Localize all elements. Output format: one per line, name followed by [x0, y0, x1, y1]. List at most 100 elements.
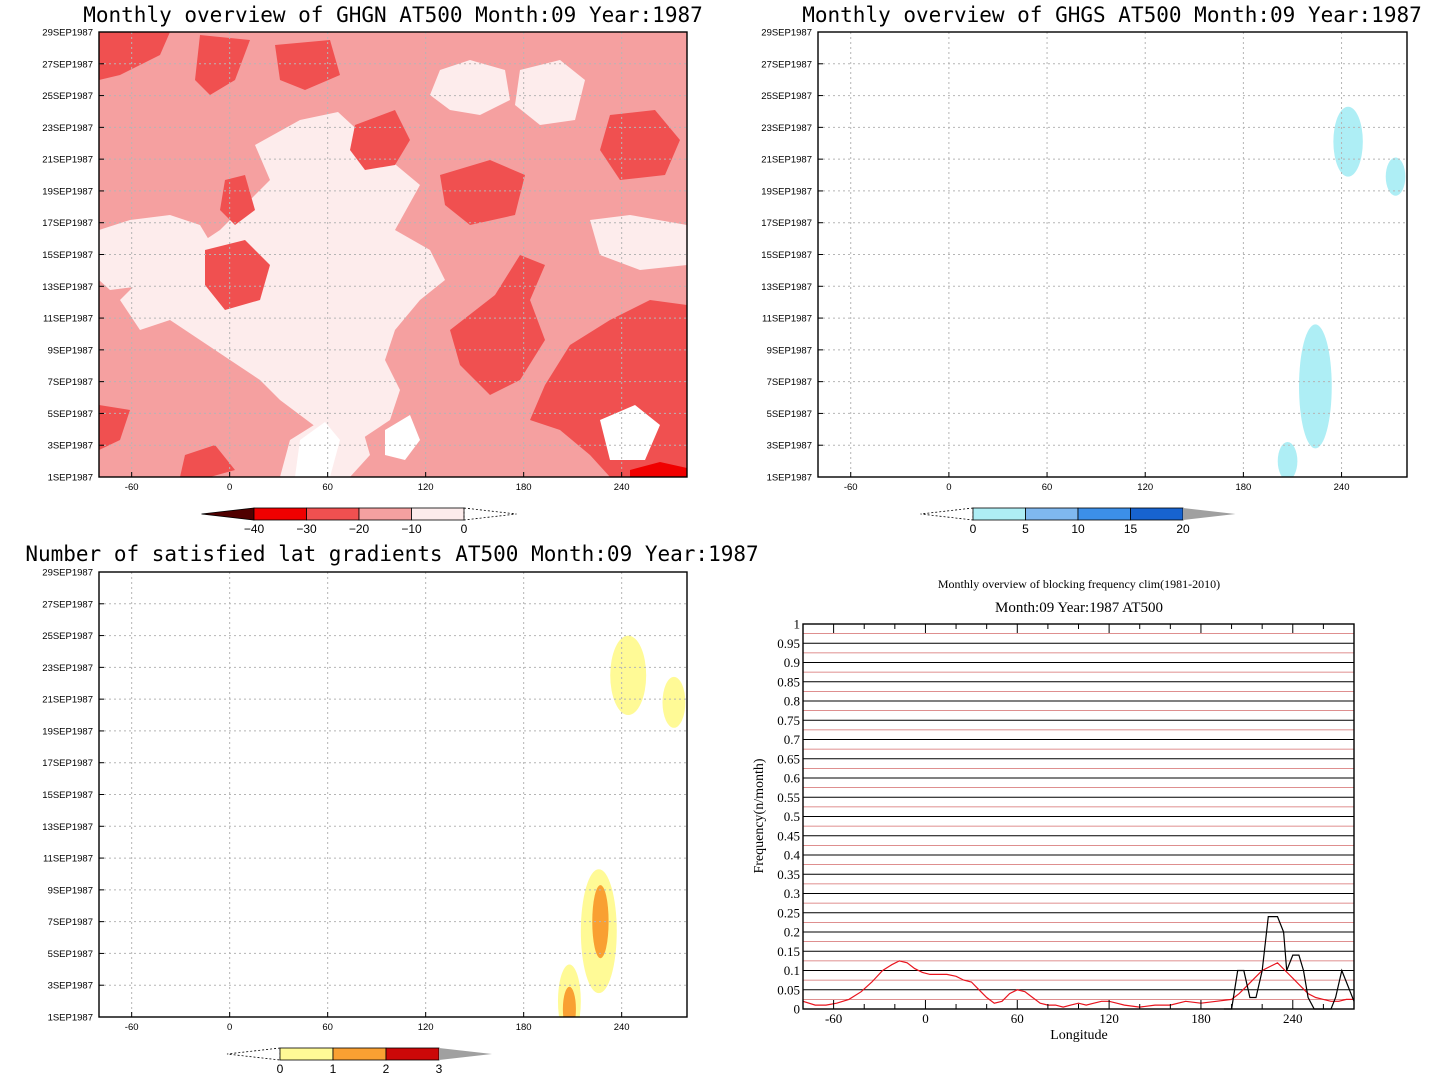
- ghgs-ytick-label: 21SEP1987: [761, 155, 812, 166]
- freq-ytick-label: 0.85: [777, 674, 800, 689]
- freq-ytick-label: 0.15: [777, 944, 800, 959]
- lat-region-5: [562, 986, 576, 1017]
- freq-subtitle: Month:09 Year:1987 AT500: [995, 600, 1163, 616]
- ghgn-colorbar-left-extension: [201, 507, 255, 521]
- blocking-frequency-panel: Monthly overview of blocking frequency c…: [752, 577, 1355, 1043]
- ghgn-ytick-label: 7SEP1987: [48, 377, 93, 388]
- lat-ytick-label: 9SEP1987: [48, 885, 93, 896]
- ghgs-xtick-label: 180: [1235, 482, 1251, 493]
- freq-ytick-label: 0.1: [784, 963, 800, 978]
- ghgs-colorbar-segment: [1025, 507, 1079, 521]
- ghgs-xtick-label: 60: [1042, 482, 1053, 493]
- ghgn-xtick-label: 60: [322, 482, 333, 493]
- lat-colorbar-label: 2: [383, 1062, 390, 1076]
- ghgn-xtick-label: -60: [125, 482, 139, 493]
- ghgs-ytick-label: 17SEP1987: [761, 218, 812, 229]
- ghgs-ytick-label: 5SEP1987: [767, 409, 812, 420]
- lat-colorbar-label: 3: [436, 1062, 443, 1076]
- ghgn-light-region-left: [99, 215, 215, 290]
- ghgn-dark-region-west: [220, 175, 255, 225]
- ghgs-ytick-label: 13SEP1987: [761, 282, 812, 293]
- ghgn-light-region-top: [430, 60, 510, 115]
- freq-ytick-label: 1: [794, 617, 801, 632]
- ghgs-ytick-label: 11SEP1987: [762, 314, 812, 325]
- ghgn-colorbar-label: −20: [349, 522, 370, 536]
- ghgs-colorbar-left-extension: [920, 507, 974, 521]
- ghgn-colorbar-segment: [253, 507, 307, 521]
- lat-ytick-label: 1SEP1987: [48, 1013, 93, 1024]
- ghgn-axes: -60 0 60 120 180 240 1SEP1987 3SEP1987 5SEP1987 7…: [42, 28, 629, 494]
- lat-colorbar-segment: [332, 1047, 387, 1061]
- ghgn-grid: [99, 31, 687, 477]
- ghgn-ytick-label: 15SEP1987: [42, 250, 93, 261]
- lat-xtick-label: 120: [418, 1022, 434, 1033]
- ghgs-panel: Monthly overview of GHGS AT500 Month:09 …: [761, 3, 1421, 536]
- freq-ytick-label: 0.2: [784, 925, 800, 940]
- ghgn-dark-region-upper: [275, 40, 340, 90]
- ghgs-ytick-label: 19SEP1987: [761, 186, 812, 197]
- lat-ytick-label: 3SEP1987: [48, 981, 93, 992]
- ghgn-ytick-label: 13SEP1987: [42, 282, 93, 293]
- ghgn-colorbar-label: −10: [401, 522, 422, 536]
- lat-ytick-label: 5SEP1987: [48, 949, 93, 960]
- lat-gradients-panel: Number of satisfied lat gradients AT500 …: [25, 542, 758, 1076]
- freq-ytick-label: 0.25: [777, 905, 800, 920]
- ghgs-ytick-label: 3SEP1987: [767, 441, 812, 452]
- ghgn-dark-region-mid: [205, 240, 270, 310]
- freq-xtick-label: 240: [1283, 1011, 1303, 1026]
- lat-contour-field: [557, 635, 686, 1017]
- lat-region-0: [610, 635, 647, 716]
- lat-title: Number of satisfied lat gradients AT500 …: [25, 542, 758, 566]
- lat-ytick-label: 25SEP1987: [42, 631, 93, 642]
- freq-ytick-label: 0.95: [777, 636, 800, 651]
- lat-colorbar-label: 1: [330, 1062, 337, 1076]
- ghgs-colorbar-label: 5: [1022, 522, 1029, 536]
- ghgn-title: Monthly overview of GHGN AT500 Month:09 …: [83, 3, 703, 27]
- ghgn-dark-region-bottom-left: [99, 405, 130, 450]
- freq-ytick-label: 0.05: [777, 982, 800, 997]
- ghgn-xtick-label: 240: [614, 482, 630, 493]
- ghgn-ytick-label: 25SEP1987: [42, 91, 93, 102]
- freq-ytick-label: 0.75: [777, 713, 800, 728]
- ghgs-region-1: [1385, 157, 1406, 196]
- lat-grid: [99, 571, 687, 1017]
- freq-ytick-label: 0.7: [784, 732, 801, 747]
- freq-ytick-label: 0.4: [784, 848, 801, 863]
- ghgs-colorbar-label: 0: [970, 522, 977, 536]
- freq-xtick-label: 0: [922, 1011, 929, 1026]
- lat-ytick-label: 21SEP1987: [42, 695, 93, 706]
- freq-xtick-label: -60: [825, 1011, 842, 1026]
- ghgn-dark-region-bottom: [180, 445, 235, 477]
- freq-xtick-label: 60: [1011, 1011, 1024, 1026]
- ghgn-colorbar: −40 −30 −20 −10 0: [201, 507, 517, 536]
- ghgn-dark-region-top: [195, 35, 250, 95]
- lat-colorbar-segment: [279, 1047, 334, 1061]
- ghgs-grid: [818, 31, 1407, 477]
- freq-title: Monthly overview of blocking frequency c…: [938, 577, 1220, 591]
- freq-ytick-label: 0.5: [784, 809, 800, 824]
- freq-grid: [803, 623, 1354, 1010]
- ghgn-dark-region-south-east: [450, 255, 545, 395]
- freq-series-black: [1223, 915, 1355, 1010]
- ghgs-xtick-label: 120: [1137, 482, 1153, 493]
- lat-colorbar-left-extension: [226, 1047, 281, 1061]
- lat-ytick-label: 7SEP1987: [48, 917, 93, 928]
- ghgn-colorbar-segment: [411, 507, 465, 521]
- ghgs-xtick-label: 240: [1334, 482, 1350, 493]
- ghgn-colorbar-label: −30: [296, 522, 317, 536]
- lat-ytick-label: 29SEP1987: [42, 568, 93, 579]
- freq-xlabel: Longitude: [1050, 1028, 1108, 1043]
- ghgn-white-region-a: [295, 422, 340, 477]
- freq-ytick-label: 0.8: [784, 694, 800, 709]
- ghgs-ytick-label: 27SEP1987: [761, 59, 812, 70]
- ghgn-contour-field: [99, 32, 687, 477]
- ghgn-ytick-label: 21SEP1987: [42, 155, 93, 166]
- lat-colorbar-right-extension: [439, 1048, 492, 1060]
- lat-axes: -60 0 60 120 180 240 1SEP1987 3SEP1987 5SEP1987 7…: [42, 568, 629, 1034]
- lat-xtick-label: 240: [614, 1022, 630, 1033]
- ghgs-region-0: [1333, 106, 1363, 177]
- lat-ytick-label: 15SEP1987: [42, 790, 93, 801]
- freq-ytick-label: 0.55: [777, 790, 800, 805]
- ghgs-ytick-label: 25SEP1987: [761, 91, 812, 102]
- ghgs-colorbar-segment: [1130, 507, 1184, 521]
